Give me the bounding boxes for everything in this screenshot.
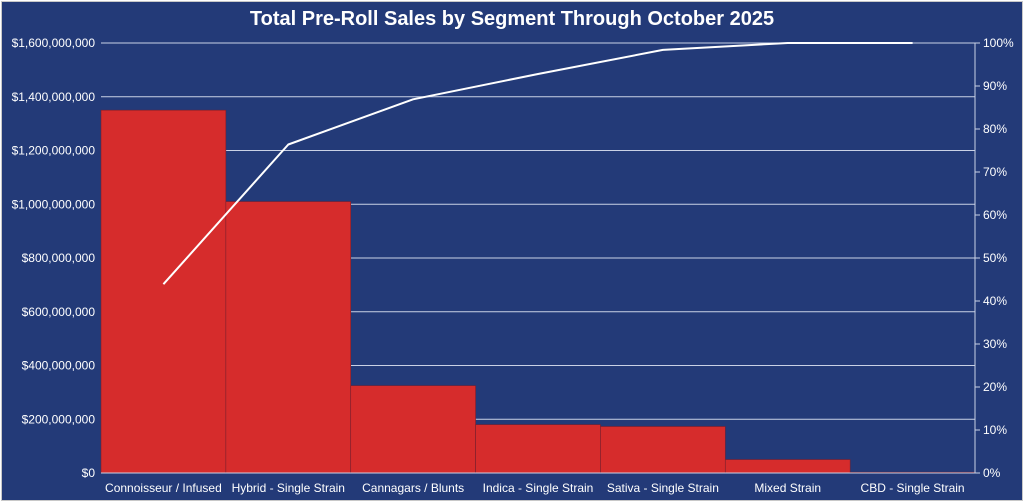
left-tick-label: $1,200,000,000 <box>12 144 96 158</box>
right-tick-label: 90% <box>983 79 1007 93</box>
left-tick-label: $400,000,000 <box>22 359 96 373</box>
right-tick-label: 60% <box>983 208 1007 222</box>
left-tick-label: $0 <box>82 466 96 480</box>
bar <box>225 201 352 474</box>
cumulative-line <box>162 42 913 285</box>
bar <box>100 109 227 474</box>
bar-series <box>100 109 976 474</box>
left-tick-label: $1,000,000,000 <box>12 197 96 211</box>
x-tick-label: Connoisseur / Infused <box>105 481 222 495</box>
right-tick-label: 80% <box>983 122 1007 136</box>
x-tick-label: Mixed Strain <box>754 481 821 495</box>
bar <box>600 426 726 474</box>
bar <box>350 385 476 474</box>
bar <box>724 459 851 474</box>
right-tick-label: 70% <box>983 165 1007 179</box>
left-tick-label: $1,400,000,000 <box>12 90 96 104</box>
right-tick-label: 10% <box>983 423 1007 437</box>
right-tick-label: 100% <box>983 36 1014 50</box>
left-y-axis: $0 $200,000,000 $400,000,000 $600,000,000 $8… <box>12 36 96 480</box>
x-tick-label: Cannagars / Blunts <box>362 481 464 495</box>
left-tick-label: $600,000,000 <box>22 305 96 319</box>
left-tick-label: $200,000,000 <box>22 412 96 426</box>
x-tick-label: Sativa - Single Strain <box>607 481 719 495</box>
x-tick-label: CBD - Single Strain <box>861 481 965 495</box>
cumulative-line-series <box>162 42 913 285</box>
x-axis: Connoisseur / Infused Hybrid - Single Str… <box>101 472 975 495</box>
right-tick-label: 40% <box>983 294 1007 308</box>
right-tick-label: 50% <box>983 251 1007 265</box>
chart-title: Total Pre-Roll Sales by Segment Through … <box>250 8 774 30</box>
x-tick-label: Hybrid - Single Strain <box>232 481 345 495</box>
right-tick-label: 20% <box>983 380 1007 394</box>
right-tick-label: 0% <box>983 466 1001 480</box>
left-tick-label: $800,000,000 <box>22 251 96 265</box>
left-tick-label: $1,600,000,000 <box>12 36 96 50</box>
bar <box>475 424 601 474</box>
right-y-axis: 0% 10% 20% 30% 40% 50% 60% 70% 80% 90% 100% <box>974 36 1014 480</box>
right-tick-label: 30% <box>983 337 1007 351</box>
x-tick-label: Indica - Single Strain <box>483 481 594 495</box>
